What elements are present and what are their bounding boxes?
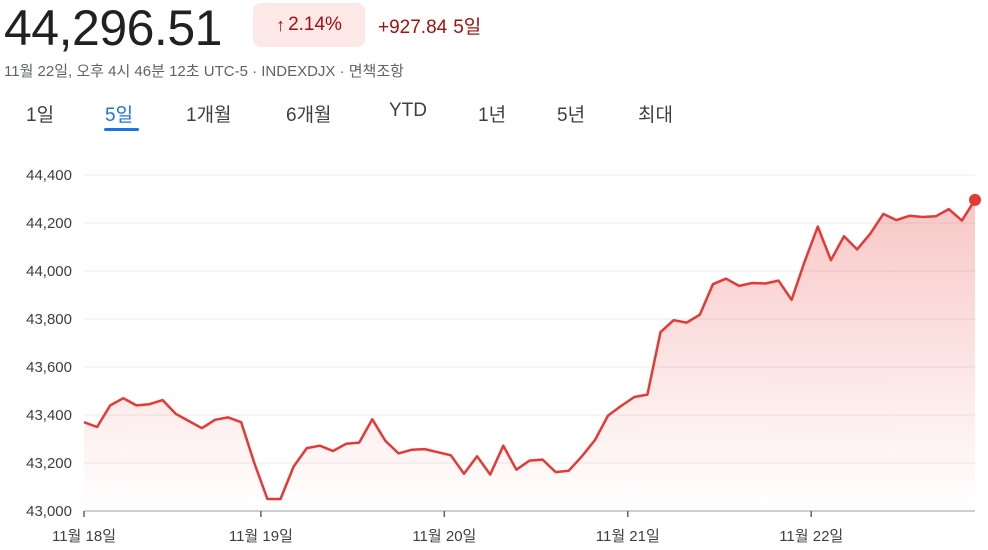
y-tick-label: 43,800 — [26, 311, 72, 328]
price-area — [84, 199, 975, 512]
x-tick-label: 11월 21일 — [596, 528, 660, 545]
x-axis: 11월 18일 11월 19일 11월 20일 11월 21일 11월 22일 — [52, 511, 843, 545]
y-tick-label: 44,400 — [26, 167, 72, 184]
x-tick-label: 11월 22일 — [779, 528, 843, 545]
active-tab-indicator — [104, 128, 139, 131]
x-tick-label: 11월 20일 — [412, 528, 476, 545]
change-absolute: +927.84 — [378, 17, 448, 38]
y-tick-label: 43,000 — [26, 503, 72, 520]
tab-5d[interactable]: 5일 — [105, 105, 134, 126]
price-line — [83, 199, 977, 501]
change-percent-badge: ↑ 2.14% — [253, 3, 365, 47]
y-tick-label: 44,200 — [26, 215, 72, 232]
y-tick-label: 44,000 — [26, 263, 72, 280]
current-price: 44,296.51 — [4, 0, 222, 56]
tab-5y[interactable]: 5년 — [557, 105, 586, 126]
change-summary: +927.84 5일 — [378, 12, 487, 39]
y-tick-label: 43,200 — [26, 455, 72, 472]
tab-1d[interactable]: 1일 — [26, 105, 55, 126]
x-tick-label: 11월 19일 — [229, 528, 293, 545]
change-period: 5일 — [453, 17, 482, 38]
latest-price-dot — [969, 193, 981, 206]
y-tick-label: 43,600 — [26, 359, 72, 376]
change-percent: 2.14% — [288, 14, 342, 35]
arrow-up-icon: ↑ — [276, 14, 286, 35]
quote-meta: 11월 22일, 오후 4시 46분 12초 UTC-5 · INDEXDJX … — [4, 63, 404, 80]
tab-6m[interactable]: 6개월 — [286, 105, 332, 126]
y-tick-label: 43,400 — [26, 407, 72, 424]
time-range-tabs: 1일 5일 1개월 6개월 YTD 1년 5년 최대 — [0, 96, 988, 136]
tab-1m[interactable]: 1개월 — [186, 105, 232, 126]
x-tick-label: 11월 18일 — [52, 528, 116, 545]
tab-max[interactable]: 최대 — [638, 105, 673, 126]
y-axis: 44,400 44,200 44,000 43,800 43,600 43,400 43,2… — [26, 167, 72, 520]
tab-1y[interactable]: 1년 — [478, 105, 507, 126]
tab-ytd[interactable]: YTD — [389, 100, 427, 121]
price-chart[interactable]: 44,400 44,200 44,000 43,800 43,600 43,400 43,2… — [0, 150, 988, 550]
